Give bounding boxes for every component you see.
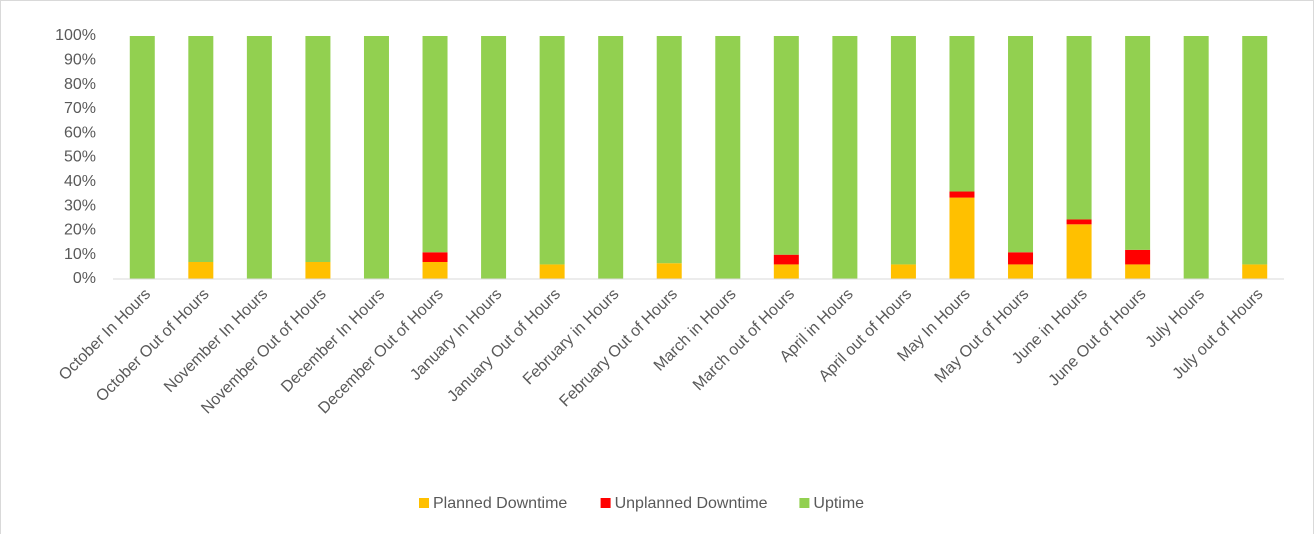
bar-segment (422, 261, 448, 279)
bar-segment (188, 261, 214, 279)
y-tick-label: 30% (64, 197, 96, 214)
bar-segment (246, 36, 272, 279)
y-tick-label: 70% (64, 100, 96, 117)
bar-segment (773, 254, 799, 265)
y-tick-label: 100% (55, 27, 96, 44)
bar-segment (1008, 264, 1034, 279)
bar-segment (598, 36, 624, 279)
legend-swatch (419, 498, 429, 508)
bar-segment (481, 36, 507, 279)
y-tick-label: 80% (64, 76, 96, 93)
bar-segment (1008, 36, 1034, 253)
bar-segment (773, 264, 799, 279)
bar-segment (832, 36, 858, 279)
bar-segment (1066, 36, 1092, 220)
legend-label: Uptime (813, 495, 864, 512)
bar-segment (949, 197, 975, 279)
bar-segment (656, 263, 682, 279)
y-tick-label: 90% (64, 52, 96, 69)
bar-segment (890, 264, 916, 279)
bar-segment (773, 36, 799, 255)
bar-segment (715, 36, 741, 279)
bar-segment (1183, 36, 1209, 279)
bar-segment (305, 36, 331, 262)
legend-label: Unplanned Downtime (615, 495, 768, 512)
y-tick-label: 20% (64, 222, 96, 239)
legend-swatch (600, 498, 611, 508)
legend-label: Planned Downtime (433, 495, 567, 512)
bar-segment (1008, 252, 1034, 265)
bar-segment (422, 252, 448, 262)
bar-segment (1242, 264, 1268, 279)
bar-segment (949, 191, 975, 198)
y-tick-label: 50% (64, 149, 96, 166)
y-tick-label: 60% (64, 124, 96, 141)
bar-segment (129, 36, 155, 279)
bar-segment (1066, 219, 1092, 225)
bar-segment (539, 36, 565, 265)
y-tick-label: 40% (64, 173, 96, 190)
bar-segment (539, 264, 565, 279)
bar-segment (949, 36, 975, 192)
bar-segment (1125, 36, 1151, 250)
bar-segment (890, 36, 916, 265)
bar-segment (422, 36, 448, 253)
bar-segment (656, 36, 682, 264)
y-tick-label: 0% (73, 270, 96, 287)
bar-segment (1125, 249, 1151, 265)
bar-segment (188, 36, 214, 262)
bar-segment (305, 261, 331, 279)
bar-segment (1125, 264, 1151, 279)
y-tick-label: 10% (64, 246, 96, 263)
bar-segment (1242, 36, 1268, 265)
bar-segment (363, 36, 389, 279)
bar-segment (1066, 224, 1092, 279)
legend-swatch (799, 498, 810, 508)
